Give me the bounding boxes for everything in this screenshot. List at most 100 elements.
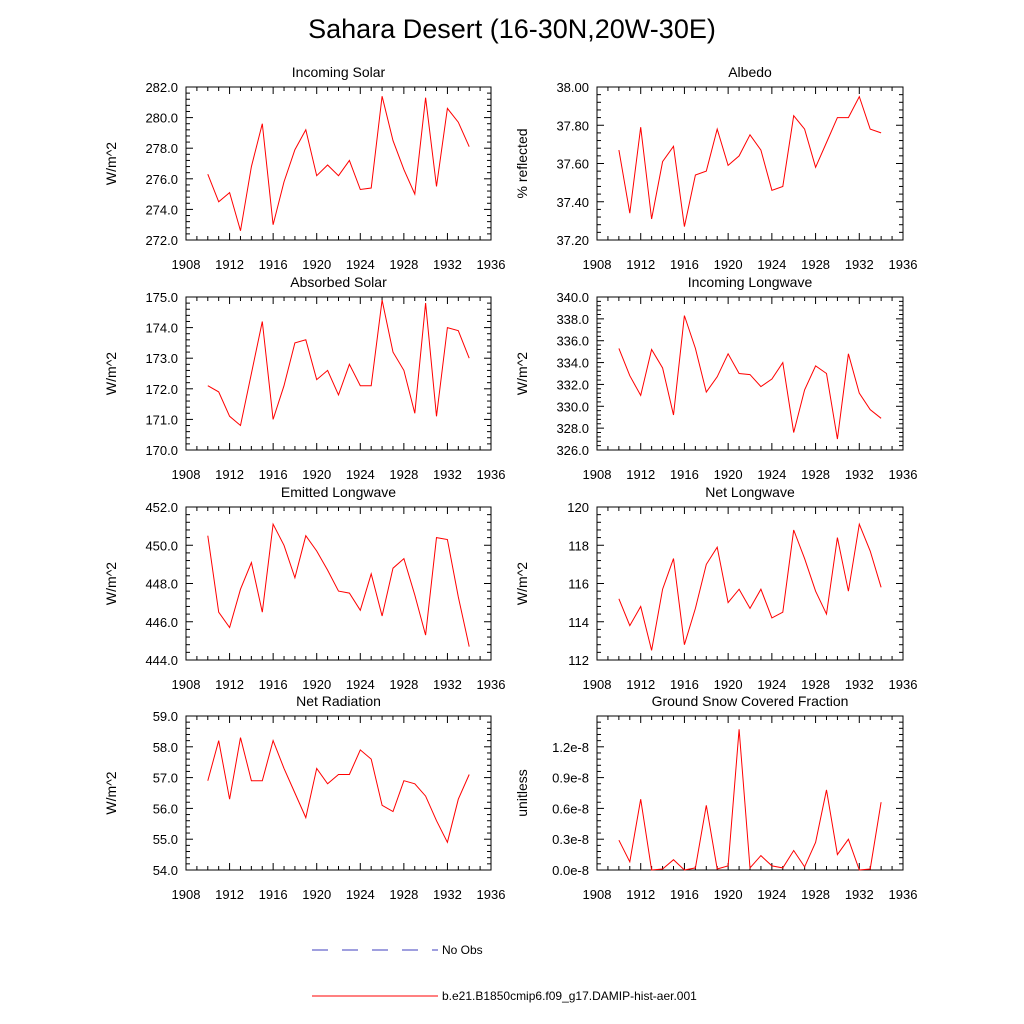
- x-tick-label: 1924: [346, 467, 375, 482]
- x-tick-label: 1908: [172, 677, 201, 692]
- series-line-albedo: [618, 95, 882, 227]
- y-tick-label: 171.0: [145, 412, 178, 427]
- x-tick-label: 1920: [714, 887, 743, 902]
- x-tick-label: 1928: [389, 677, 418, 692]
- y-tick-label: 340.0: [556, 290, 589, 305]
- x-tick-label: 1932: [433, 257, 462, 272]
- y-tick-label: 118: [568, 538, 589, 553]
- panel-title: Albedo: [728, 64, 772, 80]
- y-tick-label: 170.0: [145, 443, 178, 458]
- x-tick-label: 1920: [302, 887, 331, 902]
- y-axis-label: unitless: [514, 769, 530, 816]
- x-tick-label: 1936: [477, 257, 506, 272]
- x-tick-label: 1936: [889, 467, 918, 482]
- x-tick-label: 1912: [626, 257, 655, 272]
- x-tick-label: 1924: [757, 467, 786, 482]
- legend-swatch-no-obs: [312, 949, 438, 951]
- plot-frame: [185, 506, 492, 661]
- x-tick-label: 1928: [801, 887, 830, 902]
- panel-title: Emitted Longwave: [281, 484, 396, 500]
- series-line-net-radiation: [207, 737, 470, 844]
- y-tick-label: 330.0: [556, 399, 589, 414]
- y-tick-label: 37.20: [556, 233, 589, 248]
- y-tick-label: 278.0: [145, 141, 178, 156]
- panel-ground-snow-covered-fraction: Ground Snow Covered Fraction unitless 1908…: [514, 693, 917, 902]
- x-tick-label: 1928: [801, 677, 830, 692]
- x-tick-label: 1936: [889, 257, 918, 272]
- x-tick-label: 1924: [346, 887, 375, 902]
- x-tick-label: 1928: [389, 257, 418, 272]
- y-axis-label: W/m^2: [514, 352, 530, 395]
- x-tick-label: 1924: [346, 257, 375, 272]
- plot-frame: [596, 86, 904, 241]
- x-tick-label: 1912: [626, 887, 655, 902]
- x-tick-label: 1912: [215, 257, 244, 272]
- y-axis-label: W/m^2: [103, 142, 119, 185]
- x-tick-label: 1936: [889, 887, 918, 902]
- x-tick-label: 1936: [477, 887, 506, 902]
- y-tick-label: 328.0: [556, 421, 589, 436]
- x-tick-label: 1920: [714, 467, 743, 482]
- y-tick-label: 326.0: [556, 443, 589, 458]
- x-tick-label: 1932: [433, 467, 462, 482]
- x-tick-label: 1920: [302, 257, 331, 272]
- y-tick-label: 116: [568, 577, 589, 592]
- y-tick-label: 332.0: [556, 377, 589, 392]
- x-tick-label: 1912: [626, 677, 655, 692]
- y-tick-label: 280.0: [145, 111, 178, 126]
- y-tick-label: 58.0: [153, 740, 178, 755]
- legend-item-no-obs: No Obs: [0, 940, 1024, 960]
- series-line-incoming-solar: [207, 96, 470, 231]
- y-tick-label: 0.9e-8: [552, 771, 589, 786]
- x-tick-label: 1912: [215, 677, 244, 692]
- x-tick-label: 1912: [626, 467, 655, 482]
- plot-frame: [185, 296, 492, 451]
- x-tick-label: 1932: [433, 887, 462, 902]
- x-tick-label: 1916: [670, 677, 699, 692]
- y-tick-label: 0.0e-8: [552, 863, 589, 878]
- plot-frame: [596, 296, 904, 451]
- y-tick-label: 57.0: [153, 771, 178, 786]
- panel-net-radiation: Net Radiation W/m^2 1908 1912 1916 1920 1924 19…: [103, 693, 505, 902]
- panel-title: Net Longwave: [705, 484, 795, 500]
- x-tick-label: 1908: [172, 887, 201, 902]
- y-tick-label: 1.2e-8: [552, 740, 589, 755]
- series-line-ground-snow-covered-fraction: [618, 729, 882, 871]
- panel-title: Incoming Longwave: [688, 274, 813, 290]
- x-tick-label: 1924: [757, 887, 786, 902]
- y-tick-label: 334.0: [556, 356, 589, 371]
- x-tick-label: 1916: [259, 467, 288, 482]
- x-tick-label: 1924: [757, 257, 786, 272]
- series-line-absorbed-solar: [207, 299, 470, 427]
- x-tick-label: 1924: [757, 677, 786, 692]
- series-line-emitted-longwave: [207, 522, 470, 647]
- panel-incoming-solar: Incoming Solar W/m^2 1908 1912 1916 1920 1924 1…: [103, 64, 505, 272]
- panel-title: Net Radiation: [296, 693, 381, 709]
- plot-frame: [596, 715, 904, 871]
- y-tick-label: 448.0: [145, 577, 178, 592]
- y-tick-label: 450.0: [145, 538, 178, 553]
- y-tick-label: 38.00: [556, 80, 589, 95]
- plot-frame: [185, 715, 492, 871]
- x-tick-label: 1932: [845, 677, 874, 692]
- y-tick-label: 274.0: [145, 202, 178, 217]
- x-tick-label: 1928: [389, 467, 418, 482]
- x-tick-label: 1932: [845, 467, 874, 482]
- x-tick-label: 1916: [259, 677, 288, 692]
- legend-label-no-obs: No Obs: [442, 943, 483, 957]
- y-tick-label: 37.80: [556, 118, 589, 133]
- x-tick-label: 1932: [845, 257, 874, 272]
- x-tick-label: 1924: [346, 677, 375, 692]
- panel-emitted-longwave: Emitted Longwave W/m^2 1908 1912 1916 1920 192…: [103, 484, 505, 692]
- y-tick-label: 37.40: [556, 195, 589, 210]
- y-tick-label: 272.0: [145, 233, 178, 248]
- plot-frame: [596, 506, 904, 661]
- y-tick-label: 54.0: [153, 863, 178, 878]
- x-tick-label: 1908: [583, 887, 612, 902]
- y-tick-label: 172.0: [145, 382, 178, 397]
- plot-frame: [185, 86, 492, 241]
- y-tick-label: 338.0: [556, 312, 589, 327]
- y-tick-label: 37.60: [556, 157, 589, 172]
- y-tick-label: 56.0: [153, 801, 178, 816]
- x-tick-label: 1928: [389, 887, 418, 902]
